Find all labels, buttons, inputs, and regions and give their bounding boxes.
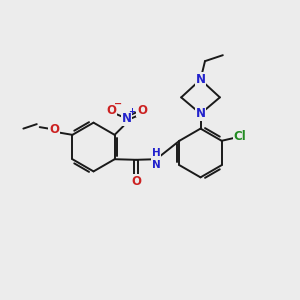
Text: Cl: Cl (234, 130, 246, 143)
Text: O: O (106, 104, 116, 117)
Text: −: − (113, 99, 122, 109)
Text: H
N: H N (152, 148, 161, 170)
Text: O: O (49, 123, 59, 136)
Text: O: O (137, 104, 147, 117)
Text: O: O (131, 175, 141, 188)
Text: N: N (196, 73, 206, 86)
Text: N: N (122, 112, 131, 125)
Text: N: N (196, 107, 206, 120)
Text: +: + (128, 107, 135, 116)
